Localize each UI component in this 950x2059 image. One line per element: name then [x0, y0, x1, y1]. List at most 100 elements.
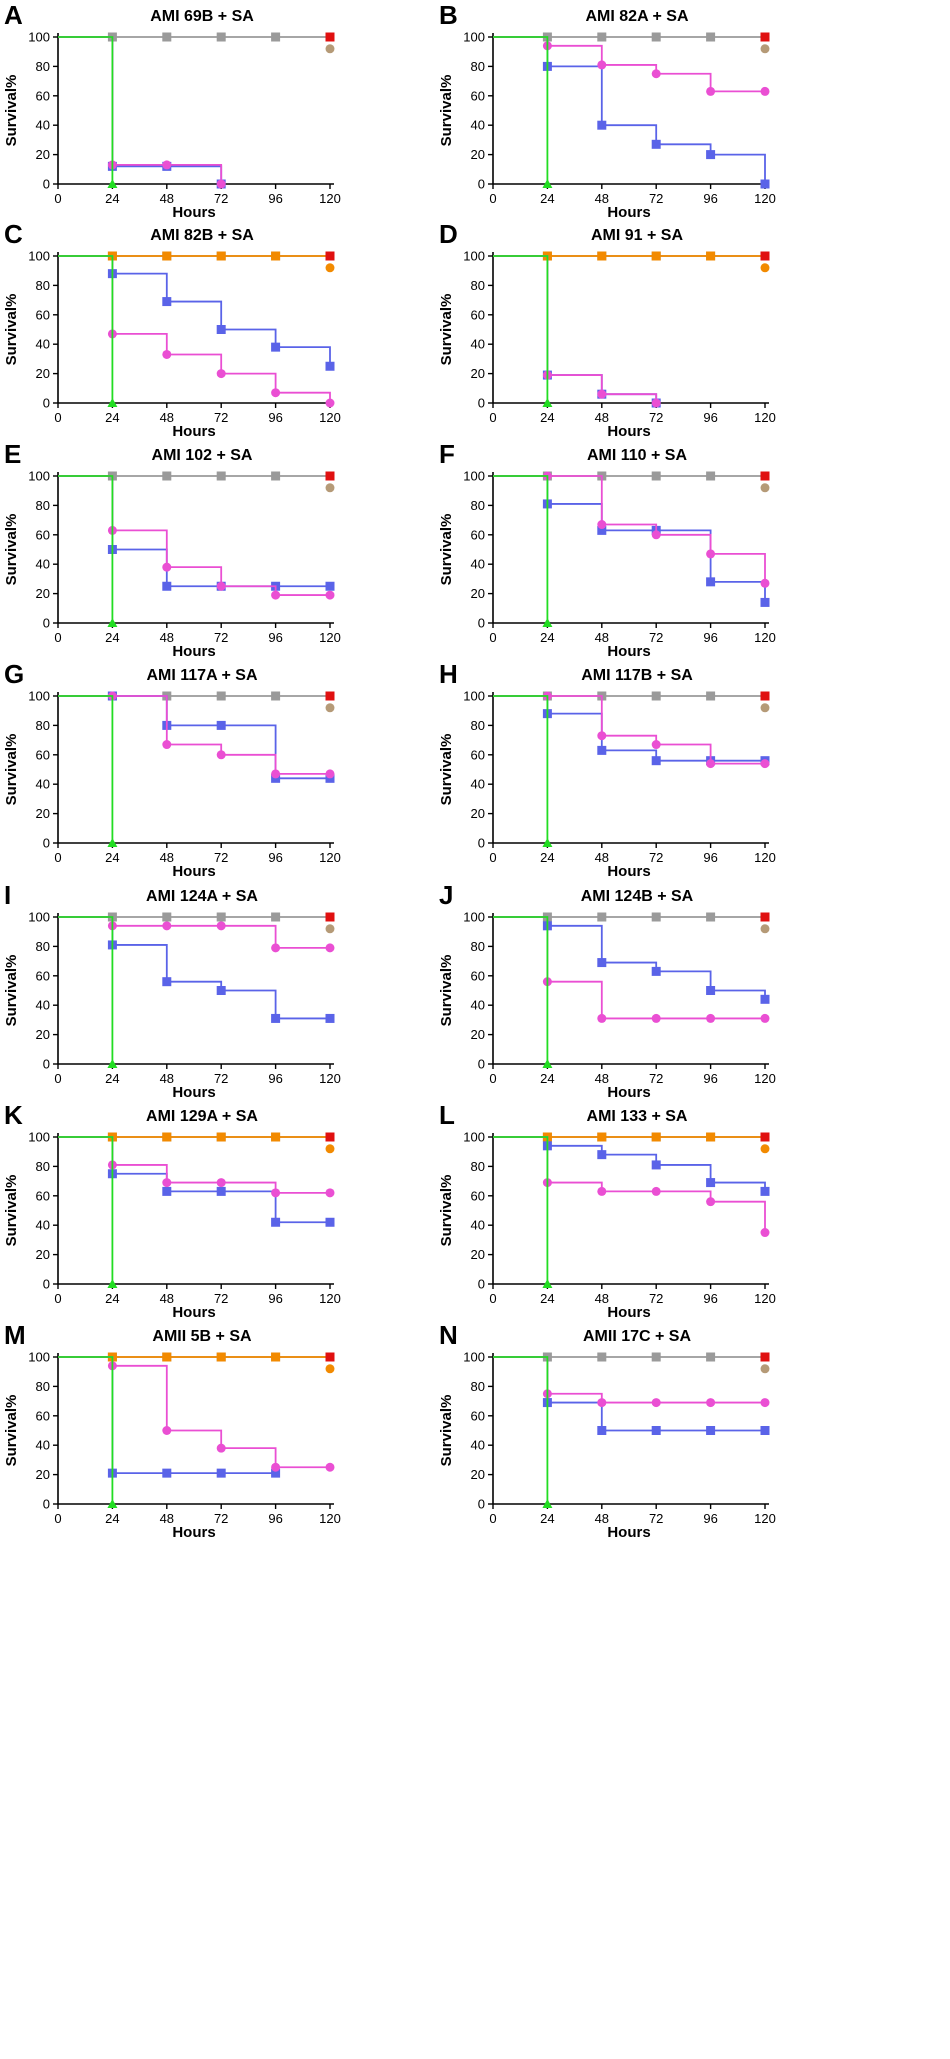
data-point-circle [325, 590, 335, 600]
x-tick-label: 120 [319, 1071, 341, 1086]
data-point-circle [325, 943, 335, 953]
y-tick-label: 100 [28, 910, 50, 925]
y-axis-title: Survival% [438, 955, 455, 1027]
x-tick-label: 96 [703, 1291, 717, 1306]
data-point-square [706, 1178, 716, 1188]
data-point-square [325, 251, 335, 261]
data-point-triangle [542, 838, 553, 847]
data-point-circle [706, 1398, 716, 1408]
series-green-triangle [58, 695, 118, 847]
panel-title: AMI 117B + SA [581, 667, 693, 684]
panel-title: AMII 5B + SA [152, 1328, 252, 1345]
y-tick-label: 60 [36, 307, 50, 322]
x-tick-label: 24 [105, 630, 119, 645]
data-point-square [760, 1132, 770, 1142]
x-tick-label: 0 [54, 410, 61, 425]
data-point-square [706, 1352, 716, 1362]
series-blue-square [58, 916, 335, 1023]
series-blue-square [58, 475, 335, 591]
panel-c: C AMI 82B + SA 0 20 40 60 80 100 0 24 48 72 96 120 Hou… [3, 219, 341, 440]
y-tick-label: 0 [478, 836, 485, 851]
series-line [58, 255, 331, 367]
x-tick-label: 72 [649, 191, 663, 206]
data-point-circle [651, 1398, 661, 1408]
y-axis-title: Survival% [438, 1175, 455, 1247]
data-point-circle [706, 1013, 716, 1023]
y-tick-label: 80 [471, 278, 485, 293]
data-point-square [162, 1132, 172, 1142]
data-point-square [597, 1352, 607, 1362]
data-point-circle [760, 1398, 770, 1408]
y-tick-label: 20 [36, 366, 50, 381]
panel-letter: J [439, 880, 453, 910]
y-tick-label: 60 [471, 968, 485, 983]
data-point-square [325, 1217, 335, 1227]
y-tick-label: 100 [463, 1130, 485, 1145]
series-red-square [325, 1352, 335, 1362]
data-point-square [706, 1132, 716, 1142]
panel-title: AMI 129A + SA [146, 1108, 258, 1125]
series-line [493, 1356, 765, 1404]
data-point-circle [760, 703, 770, 713]
data-point-square [597, 251, 607, 261]
y-tick-label: 60 [471, 747, 485, 762]
y-tick-label: 60 [471, 527, 485, 542]
x-tick-label: 0 [54, 630, 61, 645]
data-point-square [325, 471, 335, 481]
series-orange-circle [325, 1144, 335, 1154]
y-tick-label: 20 [36, 1467, 50, 1482]
data-point-square [597, 1150, 607, 1160]
data-point-square [651, 139, 661, 149]
x-tick-label: 72 [649, 630, 663, 645]
panel-letter: D [439, 219, 458, 249]
y-tick-label: 60 [471, 1188, 485, 1203]
y-axis-title: Survival% [3, 514, 20, 586]
y-tick-label: 80 [36, 59, 50, 74]
x-tick-label: 0 [54, 1511, 61, 1526]
data-point-square [651, 756, 661, 766]
y-tick-label: 100 [463, 30, 485, 45]
series-line [58, 36, 223, 184]
x-axis-title: Hours [607, 204, 650, 221]
x-tick-label: 0 [54, 1071, 61, 1086]
x-tick-label: 96 [703, 1511, 717, 1526]
series-red-square [760, 251, 770, 261]
data-point-square [760, 912, 770, 922]
panel-b: B AMI 82A + SA 0 20 40 60 80 100 0 24 48 72 96 120 Hou… [438, 0, 776, 221]
y-tick-label: 60 [36, 88, 50, 103]
series-line [58, 916, 330, 949]
data-point-square [162, 1186, 172, 1196]
y-tick-label: 0 [478, 1497, 485, 1512]
x-tick-label: 0 [489, 850, 496, 865]
data-point-circle [325, 924, 335, 934]
series-green-triangle [58, 1136, 118, 1288]
data-point-triangle [542, 618, 553, 627]
panel-letter: N [439, 1320, 458, 1350]
y-tick-label: 0 [43, 616, 50, 631]
x-tick-label: 24 [105, 1071, 119, 1086]
x-tick-label: 48 [160, 630, 174, 645]
x-tick-label: 48 [160, 1291, 174, 1306]
series-line [58, 1356, 114, 1504]
x-tick-label: 120 [319, 630, 341, 645]
series-line [58, 36, 114, 184]
y-tick-label: 40 [36, 118, 50, 133]
panel-letter: K [4, 1100, 23, 1130]
data-point-circle [162, 1426, 172, 1435]
data-point-square [216, 1132, 226, 1142]
data-point-circle [271, 769, 281, 779]
x-tick-label: 96 [268, 410, 282, 425]
data-point-square [651, 1132, 661, 1142]
data-point-square [706, 150, 716, 160]
data-point-circle [651, 398, 661, 408]
y-tick-label: 80 [471, 1159, 485, 1174]
y-tick-label: 80 [471, 939, 485, 954]
y-tick-label: 0 [43, 836, 50, 851]
y-tick-label: 0 [478, 1277, 485, 1292]
data-point-square [760, 1186, 770, 1196]
data-point-square [271, 691, 281, 701]
x-tick-label: 96 [703, 410, 717, 425]
data-point-circle [325, 44, 335, 54]
series-tan-circle [760, 1364, 770, 1374]
x-tick-label: 72 [214, 850, 228, 865]
